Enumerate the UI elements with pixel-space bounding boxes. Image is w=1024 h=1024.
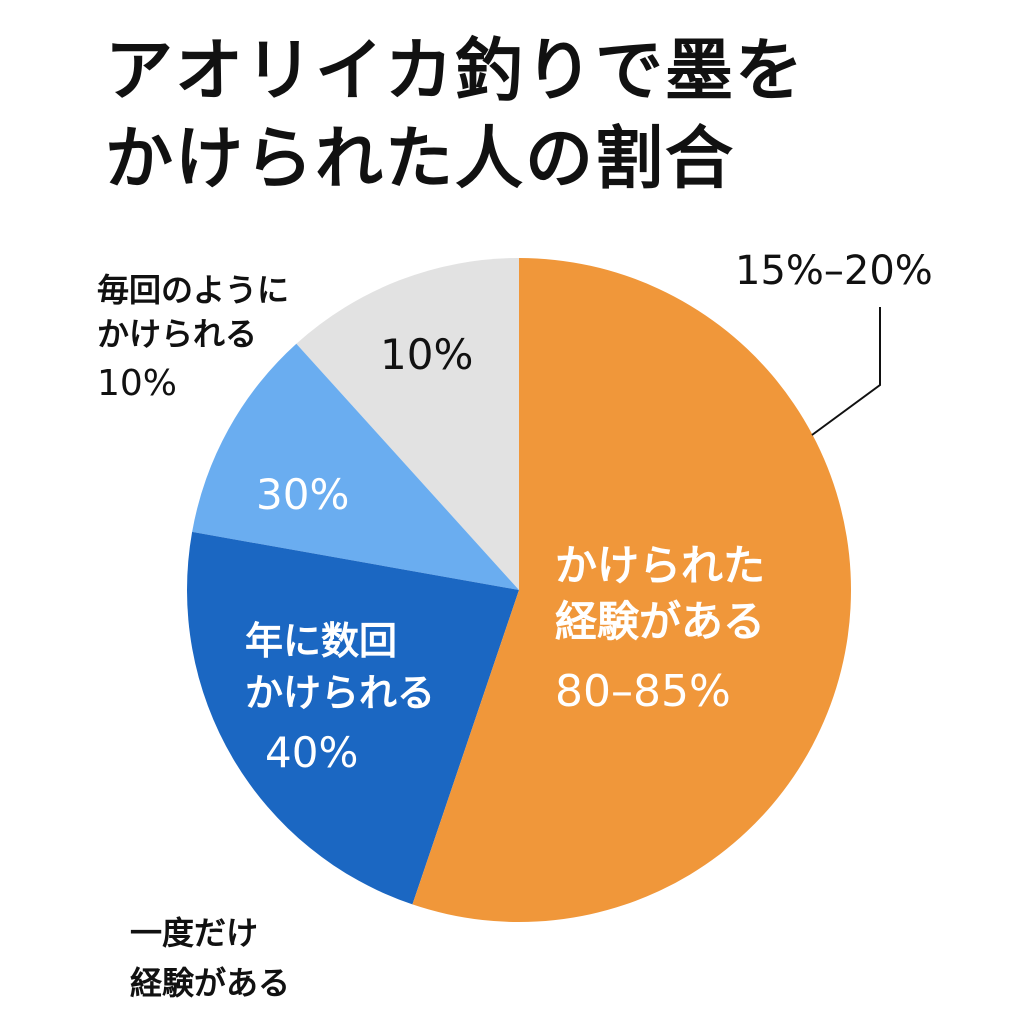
slice-light-blue [192,343,519,590]
slice-label-line: かけられた [555,541,766,590]
slice-label-experienced: かけられた 経験がある 80–85% [555,538,765,720]
annotation-line: 10% [97,363,178,404]
slice-grey [296,258,519,590]
title-line-2: かけられた人の割合 [105,120,736,199]
annotation-line: かけられる [97,315,258,353]
slice-value-light-blue: 30% [256,470,350,519]
slice-label-line: 年に数回 [245,619,398,663]
annotation-once: 一度だけ 経験がある [130,908,290,1008]
annotation-line: 毎回のように [97,271,290,309]
slice-experienced [412,258,852,922]
slice-value-label: 80–85% [555,666,731,717]
slice-few-times-a-year [187,531,519,905]
slice-label-line: かけられる [245,671,436,715]
chart-title: アオリイカ釣りで墨を かけられた人の割合 [105,28,805,204]
slice-value-grey: 10% [380,330,474,379]
slice-label-few-times: 年に数回 かけられる 40% [245,615,435,779]
slice-label-line: 経験がある [555,597,766,646]
title-line-1: アオリイカ釣りで墨を [105,32,806,111]
callout-label: 15%–20% [735,248,933,294]
annotation-line: 経験がある [130,964,291,1002]
callout-leader-line [811,307,881,436]
annotation-every-time: 毎回のように かけられる 10% [97,268,289,406]
annotation-line: 一度だけ [130,914,259,952]
slice-value-label: 40% [265,728,359,777]
